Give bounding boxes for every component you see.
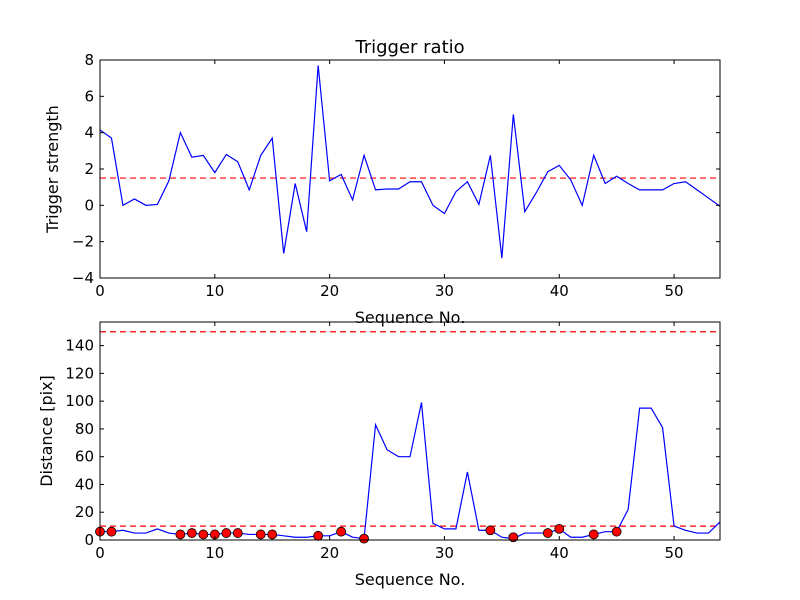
x-tick-label: 50 (665, 282, 684, 300)
data-point-marker (485, 525, 496, 536)
x-tick-label: 20 (320, 282, 339, 300)
x-tick-label: 40 (550, 544, 569, 562)
y-tick-label: 40 (75, 475, 94, 493)
distance-plot: 0 10 20 30 40 50 0 20 40 60 80 100 120 140 Sequence N… (37, 321, 721, 589)
x-tick-label: 10 (205, 544, 224, 562)
data-point-marker (336, 526, 347, 537)
x-tick-label: 0 (95, 282, 105, 300)
chart-title: Trigger ratio (354, 37, 464, 58)
y-tick-label: 100 (65, 392, 94, 410)
x-tick-label: 40 (550, 282, 569, 300)
y-tick-label: −2 (72, 233, 94, 251)
x-tick-label: 50 (665, 544, 684, 562)
data-point-marker (313, 530, 324, 541)
plot-frame (99, 321, 721, 541)
x-axis-label: Sequence No. (355, 308, 466, 327)
data-point-marker (198, 529, 209, 540)
y-axis-label: Distance [pix] (37, 375, 56, 487)
data-point-marker (255, 529, 266, 540)
y-tick-label: 2 (84, 160, 94, 178)
y-tick-label: 4 (84, 124, 94, 142)
y-tick-label: 140 (65, 337, 94, 355)
series-line (99, 65, 721, 259)
data-point-marker (508, 532, 519, 543)
data-point-marker (267, 529, 278, 540)
data-point-marker (542, 528, 553, 538)
data-point-marker (588, 529, 599, 540)
data-point-marker (175, 529, 186, 540)
data-point-marker (232, 528, 243, 538)
y-axis-label: Trigger strength (43, 105, 62, 234)
data-point-marker (221, 528, 232, 538)
data-point-marker (186, 528, 197, 538)
y-tick-label: 8 (84, 51, 94, 69)
x-tick-label: 10 (205, 282, 224, 300)
data-point-marker (106, 526, 117, 537)
x-tick-label: 30 (435, 544, 454, 562)
data-point-marker (359, 533, 369, 544)
y-tick-label: 6 (84, 87, 94, 105)
y-tick-label: 80 (75, 420, 94, 438)
y-tick-label: −4 (72, 269, 94, 287)
y-tick-label: 20 (75, 503, 94, 521)
y-tick-label: 0 (84, 531, 94, 549)
x-tick-label: 20 (320, 544, 339, 562)
data-point-marker (554, 523, 565, 534)
x-tick-label: 0 (95, 544, 105, 562)
y-tick-label: 120 (65, 364, 94, 382)
data-point-marker (611, 526, 622, 537)
y-tick-label: 60 (75, 448, 94, 466)
x-tick-label: 30 (435, 282, 454, 300)
y-tick-label: 0 (84, 196, 94, 214)
x-axis-label: Sequence No. (355, 570, 466, 589)
